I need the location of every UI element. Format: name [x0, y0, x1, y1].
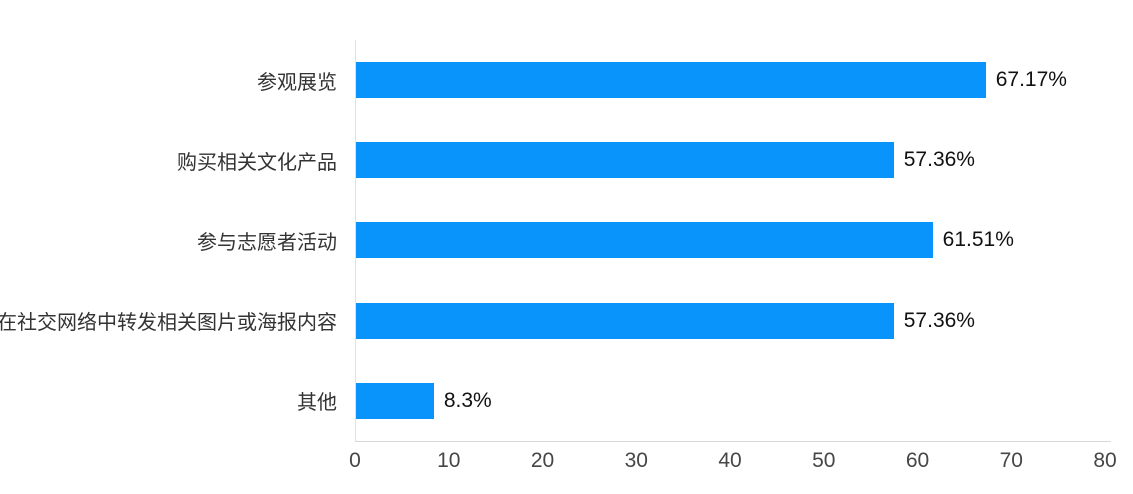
bar-row: 57.36% [356, 281, 1111, 361]
category-label: 购买相关文化产品 [177, 151, 337, 174]
value-label: 8.3% [443, 388, 492, 412]
bar-row: 57.36% [356, 120, 1111, 200]
x-tick-label: 0 [349, 449, 361, 472]
bar-row: 8.3% [356, 361, 1111, 441]
value-label: 57.36% [903, 148, 975, 172]
x-tick-label: 60 [905, 449, 930, 472]
plot-area: 67.17% 57.36% 61.51% 57.36% 8.3% [355, 40, 1111, 442]
bar [356, 302, 894, 339]
category-label: 在社交网络中转发相关图片或海报内容 [0, 312, 337, 335]
x-tick-label: 30 [624, 449, 648, 472]
x-tick-label: 10 [437, 449, 461, 472]
value-label: 67.17% [995, 68, 1067, 92]
bar-row: 67.17% [356, 40, 1111, 120]
value-label: 61.51% [942, 228, 1014, 252]
category-label: 参观展览 [257, 71, 337, 94]
x-axis-ticks: 0 10 20 30 40 50 60 70 80 [349, 449, 1117, 479]
value-label: 57.36% [903, 308, 975, 332]
bar [356, 382, 434, 419]
x-tick-label: 80 [1093, 449, 1117, 472]
x-tick-label: 50 [812, 449, 836, 472]
bar [356, 62, 986, 99]
category-axis: 参观展览购买相关文化产品参与志愿者活动在社交网络中转发相关图片或海报内容其他 [0, 40, 346, 441]
category-label: 其他 [297, 392, 337, 415]
x-tick-label: 40 [718, 449, 742, 472]
category-label: 参与志愿者活动 [197, 231, 337, 254]
x-tick-label: 70 [999, 449, 1023, 472]
bar [356, 142, 894, 179]
x-tick-label: 20 [530, 449, 555, 472]
bar [356, 222, 933, 259]
bar-row: 61.51% [356, 200, 1111, 280]
